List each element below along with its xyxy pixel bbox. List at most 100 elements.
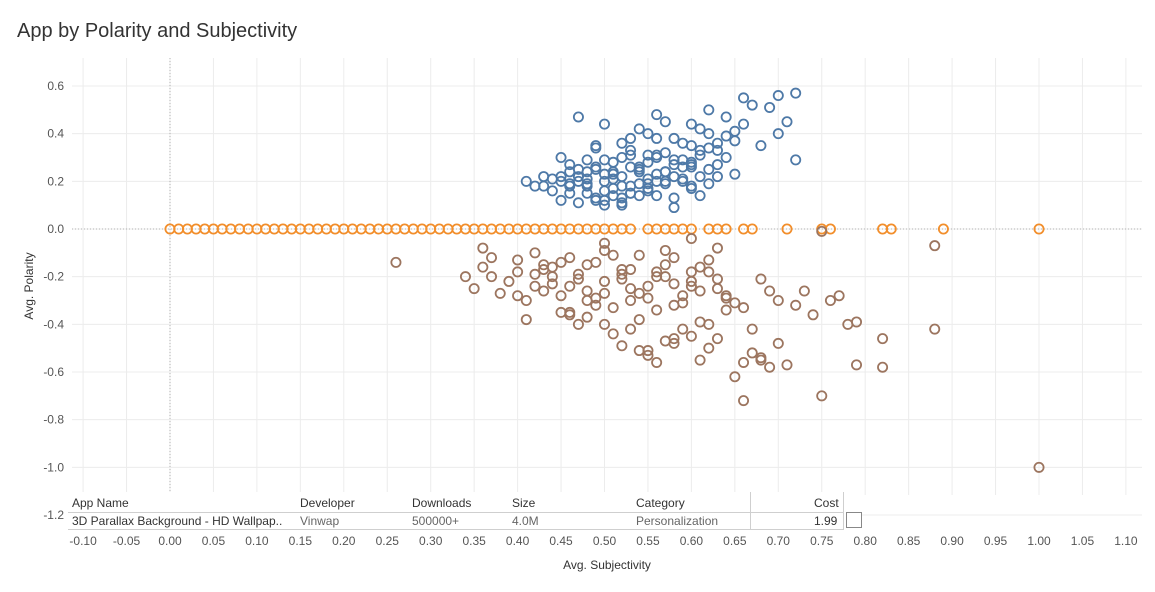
negative-point[interactable]: [772, 337, 784, 349]
negative-point[interactable]: [607, 302, 619, 314]
positive-point[interactable]: [633, 123, 645, 135]
positive-point[interactable]: [581, 173, 593, 185]
negative-point[interactable]: [512, 290, 524, 302]
positive-point[interactable]: [599, 154, 611, 166]
negative-point[interactable]: [564, 252, 576, 264]
positive-point[interactable]: [772, 128, 784, 140]
negative-point[interactable]: [755, 354, 767, 366]
neutral-point[interactable]: [937, 223, 949, 235]
positive-point[interactable]: [599, 118, 611, 130]
positive-point[interactable]: [685, 159, 697, 171]
positive-point[interactable]: [677, 137, 689, 149]
positive-point[interactable]: [711, 171, 723, 183]
negative-point[interactable]: [642, 349, 654, 361]
neutral-point[interactable]: [1033, 223, 1045, 235]
negative-point[interactable]: [633, 249, 645, 261]
negative-point[interactable]: [729, 297, 741, 309]
negative-point[interactable]: [842, 318, 854, 330]
negative-point[interactable]: [468, 283, 480, 295]
positive-point[interactable]: [720, 130, 732, 142]
negative-point[interactable]: [651, 266, 663, 278]
negative-point[interactable]: [685, 330, 697, 342]
negative-point[interactable]: [459, 271, 471, 283]
negative-point[interactable]: [625, 264, 637, 276]
negative-point[interactable]: [633, 287, 645, 299]
negative-point[interactable]: [738, 356, 750, 368]
positive-point[interactable]: [729, 168, 741, 180]
positive-point[interactable]: [703, 128, 715, 140]
positive-point[interactable]: [659, 166, 671, 178]
positive-point[interactable]: [633, 178, 645, 190]
positive-point[interactable]: [720, 151, 732, 163]
positive-point[interactable]: [599, 199, 611, 211]
negative-point[interactable]: [555, 290, 567, 302]
positive-point[interactable]: [625, 132, 637, 144]
positive-point[interactable]: [625, 161, 637, 173]
negative-point[interactable]: [546, 261, 558, 273]
positive-point[interactable]: [607, 190, 619, 202]
positive-point[interactable]: [529, 180, 541, 192]
negative-point[interactable]: [625, 294, 637, 306]
negative-point[interactable]: [703, 266, 715, 278]
positive-point[interactable]: [564, 178, 576, 190]
negative-point[interactable]: [729, 371, 741, 383]
negative-point[interactable]: [529, 247, 541, 259]
positive-point[interactable]: [677, 154, 689, 166]
positive-point[interactable]: [668, 171, 680, 183]
negative-point[interactable]: [668, 333, 680, 345]
neutral-point[interactable]: [781, 223, 793, 235]
negative-point[interactable]: [555, 256, 567, 268]
negative-point[interactable]: [590, 256, 602, 268]
neutral-point[interactable]: [625, 223, 637, 235]
negative-point[interactable]: [685, 280, 697, 292]
positive-point[interactable]: [659, 116, 671, 128]
negative-point[interactable]: [738, 302, 750, 314]
positive-point[interactable]: [572, 163, 584, 175]
positive-point[interactable]: [703, 163, 715, 175]
negative-point[interactable]: [746, 323, 758, 335]
negative-point[interactable]: [599, 244, 611, 256]
negative-point[interactable]: [477, 261, 489, 273]
negative-point[interactable]: [790, 299, 802, 311]
positive-point[interactable]: [546, 185, 558, 197]
positive-point[interactable]: [755, 140, 767, 152]
positive-point[interactable]: [625, 149, 637, 161]
negative-point[interactable]: [607, 249, 619, 261]
negative-point[interactable]: [816, 225, 828, 237]
negative-point[interactable]: [633, 345, 645, 357]
positive-point[interactable]: [590, 192, 602, 204]
negative-point[interactable]: [538, 264, 550, 276]
negative-point[interactable]: [824, 294, 836, 306]
negative-point[interactable]: [659, 335, 671, 347]
negative-point[interactable]: [711, 333, 723, 345]
negative-point[interactable]: [520, 294, 532, 306]
negative-point[interactable]: [694, 285, 706, 297]
positive-point[interactable]: [555, 151, 567, 163]
negative-point[interactable]: [772, 294, 784, 306]
negative-point[interactable]: [538, 285, 550, 297]
negative-point[interactable]: [929, 240, 941, 252]
negative-point[interactable]: [877, 361, 889, 373]
negative-point[interactable]: [694, 354, 706, 366]
positive-point[interactable]: [729, 135, 741, 147]
negative-point[interactable]: [703, 254, 715, 266]
positive-point[interactable]: [738, 118, 750, 130]
positive-point[interactable]: [572, 197, 584, 209]
positive-point[interactable]: [642, 149, 654, 161]
negative-point[interactable]: [512, 266, 524, 278]
negative-point[interactable]: [685, 233, 697, 245]
negative-point[interactable]: [694, 261, 706, 273]
positive-point[interactable]: [711, 137, 723, 149]
negative-point[interactable]: [607, 328, 619, 340]
positive-point[interactable]: [607, 156, 619, 168]
negative-point[interactable]: [1033, 461, 1045, 473]
positive-point[interactable]: [520, 175, 532, 187]
positive-point[interactable]: [790, 87, 802, 99]
negative-point[interactable]: [851, 359, 863, 371]
negative-point[interactable]: [929, 323, 941, 335]
negative-point[interactable]: [677, 323, 689, 335]
negative-point[interactable]: [477, 242, 489, 254]
positive-point[interactable]: [625, 144, 637, 156]
negative-point[interactable]: [486, 271, 498, 283]
